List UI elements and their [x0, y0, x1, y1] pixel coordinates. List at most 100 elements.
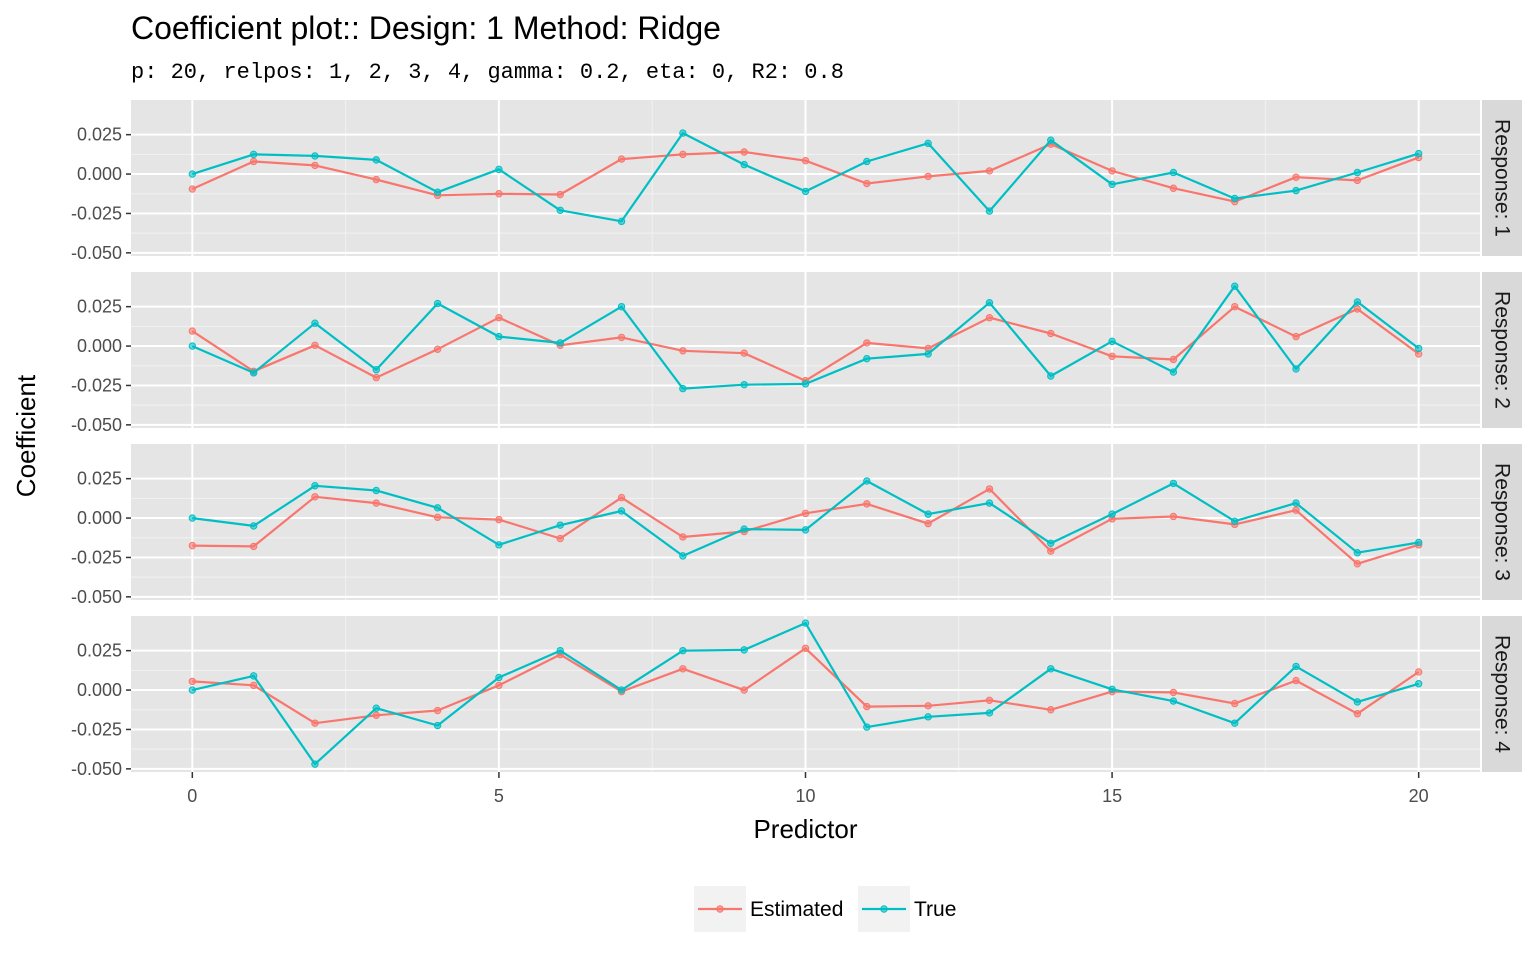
data-point-true	[556, 206, 564, 215]
data-point-estimated	[495, 515, 503, 524]
data-point-estimated	[1353, 176, 1362, 185]
data-point-true	[249, 369, 258, 377]
data-point-true	[1047, 665, 1055, 673]
data-point-estimated	[679, 665, 687, 673]
data-point-true	[311, 760, 319, 768]
facet-strip	[1482, 616, 1522, 772]
data-point-true	[985, 499, 994, 507]
data-point-estimated	[617, 333, 626, 342]
x-axis-title: Predictor	[753, 814, 857, 844]
data-point-true	[801, 526, 810, 534]
data-point-estimated	[311, 493, 319, 501]
data-point-estimated	[433, 513, 442, 521]
y-tick-label: 0.025	[77, 641, 122, 661]
data-point-true	[1414, 344, 1423, 353]
data-point-estimated	[1292, 676, 1300, 685]
data-point-true	[617, 302, 626, 311]
data-point-estimated	[188, 677, 197, 686]
data-point-true	[433, 188, 442, 196]
data-point-true	[1231, 719, 1239, 727]
x-tick-label: 20	[1409, 786, 1429, 806]
data-point-estimated	[311, 161, 319, 170]
data-point-estimated	[1292, 173, 1300, 181]
data-point-estimated	[679, 533, 687, 541]
data-point-true	[740, 525, 748, 533]
data-point-true	[679, 552, 687, 560]
data-point-estimated	[801, 509, 810, 518]
data-point-true	[924, 350, 932, 358]
data-point-true	[1169, 368, 1178, 376]
data-point-estimated	[556, 534, 564, 543]
data-point-true	[801, 380, 810, 388]
data-point-estimated	[1292, 506, 1300, 514]
data-point-true	[433, 721, 442, 730]
data-point-estimated	[617, 155, 626, 163]
data-point-estimated	[740, 686, 748, 694]
data-point-estimated	[924, 172, 932, 181]
data-point-true	[556, 339, 564, 347]
data-point-estimated	[495, 313, 503, 322]
data-point-true	[556, 646, 564, 655]
data-point-true	[1169, 479, 1178, 488]
data-point-estimated	[1353, 709, 1362, 718]
data-point-true	[1353, 549, 1362, 557]
data-point-true	[985, 709, 994, 717]
data-point-true	[679, 129, 687, 137]
data-point-estimated	[985, 696, 994, 705]
data-point-true	[679, 646, 687, 655]
data-point-true	[740, 646, 748, 654]
data-point-estimated	[495, 681, 503, 690]
data-point-true	[249, 522, 258, 530]
data-point-true	[924, 713, 932, 721]
facet-strip	[1482, 444, 1522, 600]
data-point-true	[985, 207, 994, 215]
data-point-estimated	[188, 185, 197, 193]
data-point-estimated	[372, 499, 380, 507]
data-point-true	[924, 139, 932, 148]
data-point-true	[1108, 180, 1116, 189]
data-point-true	[188, 170, 197, 178]
data-point-estimated	[1353, 560, 1362, 568]
data-point-true	[924, 510, 932, 518]
data-point-true	[495, 332, 503, 341]
data-point-estimated	[740, 349, 748, 357]
y-tick-label: 0.000	[77, 680, 122, 700]
x-tick-label: 10	[795, 786, 815, 806]
data-point-estimated	[249, 542, 258, 551]
x-tick-label: 0	[187, 786, 197, 806]
data-point-estimated	[372, 175, 380, 184]
chart-subtitle: p: 20, relpos: 1, 2, 3, 4, gamma: 0.2, e…	[131, 60, 844, 85]
data-point-estimated	[249, 157, 258, 166]
data-point-true	[801, 187, 810, 196]
y-axis-title: Coefficient	[11, 374, 41, 497]
data-point-true	[372, 156, 380, 164]
data-point-true	[495, 165, 503, 174]
data-point-estimated	[1231, 699, 1239, 708]
data-point-estimated	[679, 347, 687, 355]
facet-strip-label: Response: 2	[1491, 291, 1514, 409]
data-point-estimated	[924, 519, 932, 528]
data-point-true	[1353, 298, 1362, 306]
y-tick-label: -0.025	[71, 719, 122, 739]
y-tick-label: 0.000	[77, 164, 122, 184]
data-point-true	[740, 160, 748, 169]
data-point-estimated	[801, 644, 810, 653]
data-point-estimated	[495, 190, 503, 198]
data-point-estimated	[985, 485, 994, 493]
data-point-true	[1047, 539, 1055, 547]
data-point-estimated	[679, 150, 687, 159]
data-point-true	[1292, 499, 1300, 507]
data-point-true	[617, 217, 626, 226]
data-point-estimated	[1108, 352, 1116, 361]
x-tick-label: 5	[494, 786, 504, 806]
data-point-true	[1231, 517, 1239, 525]
data-point-true	[311, 482, 319, 490]
data-point-estimated	[924, 702, 932, 710]
data-point-true	[740, 380, 748, 389]
data-point-estimated	[433, 345, 442, 353]
data-point-estimated	[372, 711, 380, 719]
data-point-estimated	[985, 313, 994, 322]
data-point-estimated	[1169, 688, 1178, 697]
data-point-true	[1292, 365, 1300, 373]
